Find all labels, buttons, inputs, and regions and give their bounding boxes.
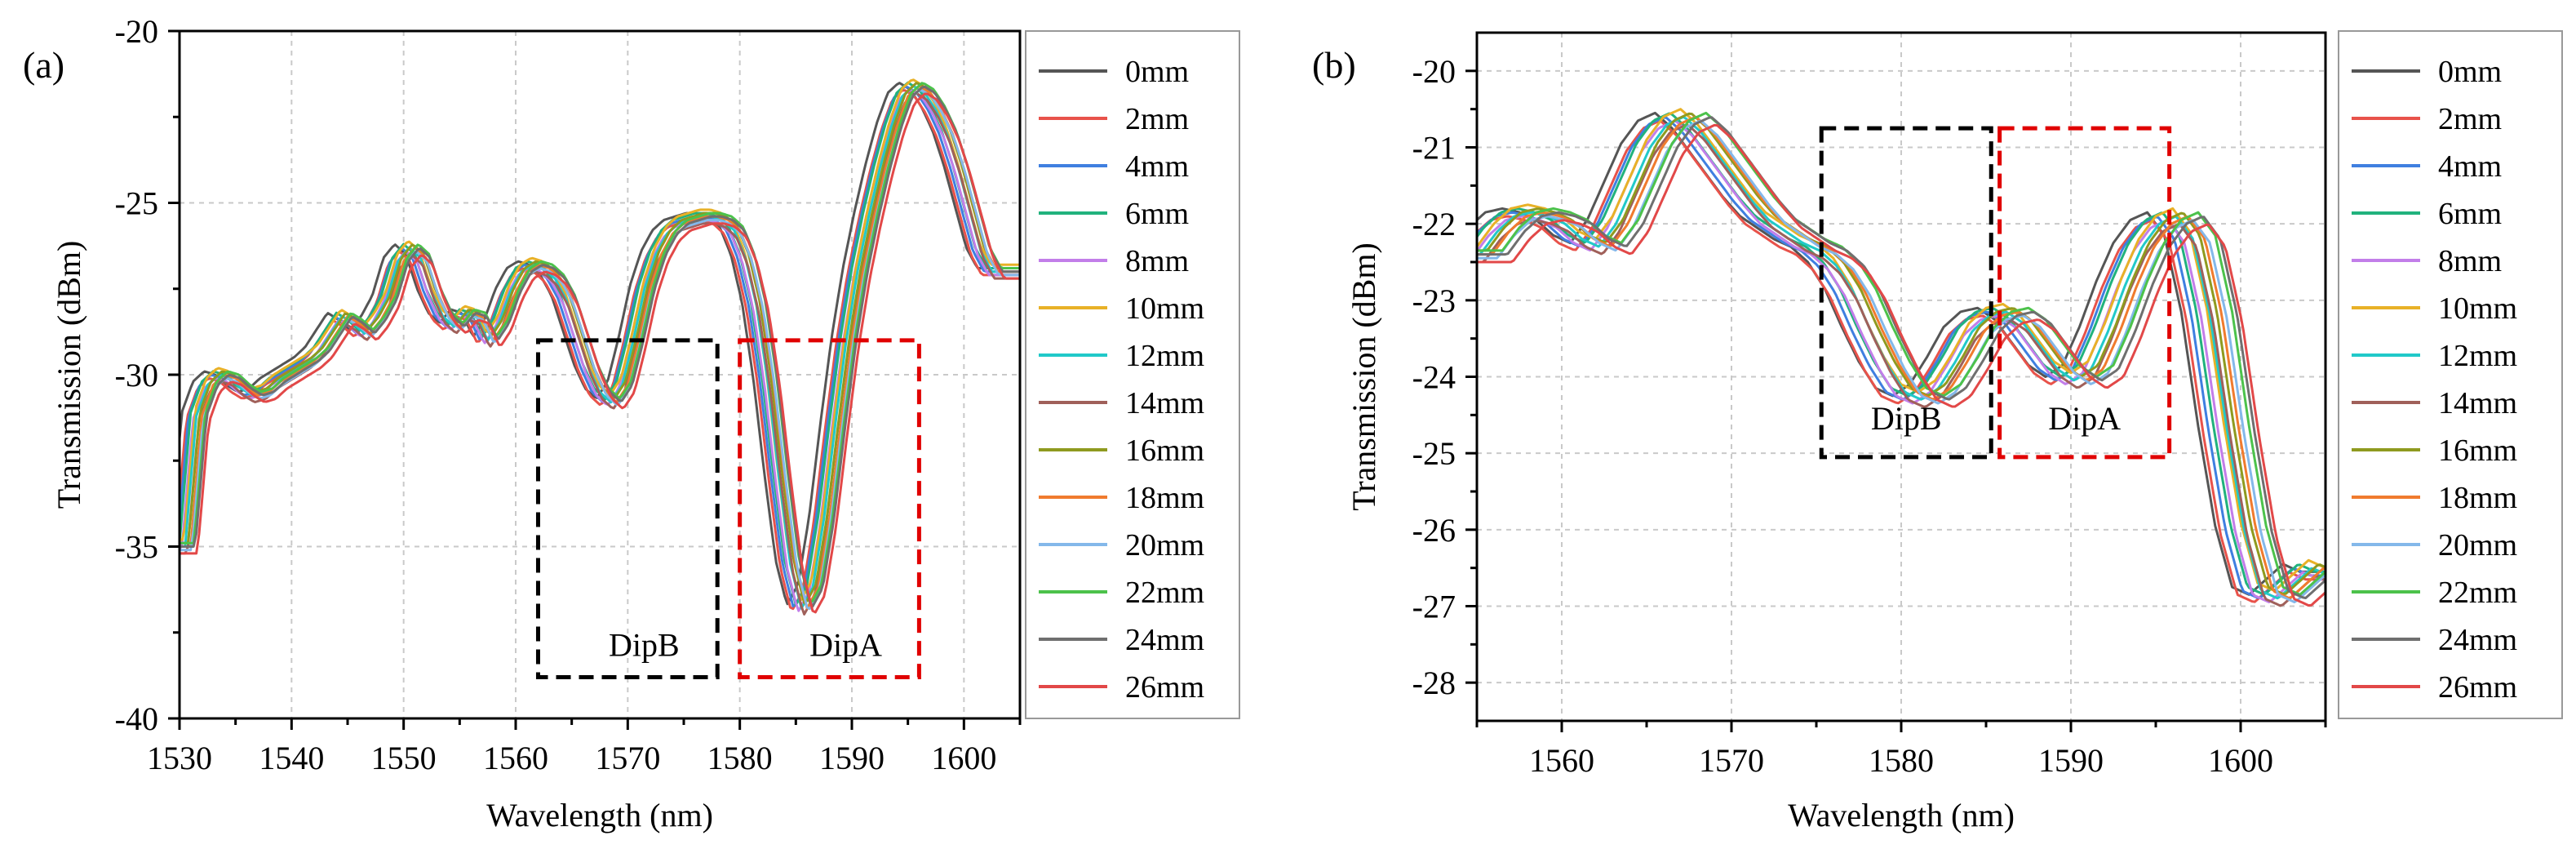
legend-label-12mm: 12mm xyxy=(2438,339,2517,373)
legend-label-20mm: 20mm xyxy=(2438,528,2517,562)
series-line-22mm xyxy=(180,82,1020,604)
legend: 0mm 2mm 4mm 6mm 8mm 10mm 12mm 14mm 16mm 18mm 20mm 2… xyxy=(1025,30,1240,719)
series-line-2mm xyxy=(1477,119,2325,603)
x-tick-label: 1590 xyxy=(2038,742,2104,779)
annotation-label-dipb: DipB xyxy=(1871,400,1942,437)
annotations: DipB DipA xyxy=(535,338,921,679)
series-lines xyxy=(1477,108,2325,607)
axis-ticks xyxy=(1465,69,2327,732)
series-line-10mm xyxy=(180,78,1020,601)
series-line-0mm xyxy=(180,82,1020,606)
legend-label-24mm: 24mm xyxy=(2438,623,2517,657)
x-tick-label: 1580 xyxy=(707,740,773,776)
panel-b: (b) DipB DipA 1560 1570 1580 1590 1600 -28 -27 -26… xyxy=(1312,30,2563,834)
x-tick-label: 1540 xyxy=(259,740,324,776)
annotation-label-dipb: DipB xyxy=(609,626,680,663)
x-tick-label: 1560 xyxy=(483,740,548,776)
legend-label-6mm: 6mm xyxy=(1125,197,1189,231)
legend-label-6mm: 6mm xyxy=(2438,197,2502,231)
panel-label: (a) xyxy=(23,44,64,86)
legend-label-10mm: 10mm xyxy=(1125,291,1204,326)
series-line-24mm xyxy=(1477,116,2325,599)
series-line-16mm xyxy=(1477,112,2325,595)
series-line-26mm xyxy=(180,92,1020,614)
y-tick-label: -30 xyxy=(115,357,158,393)
gridlines xyxy=(1477,33,2325,721)
y-axis-title: Transmission (dBm) xyxy=(1346,242,1382,511)
y-tick-label: -20 xyxy=(115,13,158,50)
legend-label-22mm: 22mm xyxy=(2438,576,2517,610)
series-line-22mm xyxy=(1477,111,2325,596)
series-line-26mm xyxy=(1477,123,2325,607)
annotation-box-dipa xyxy=(1997,126,2172,460)
y-axis-title: Transmission (dBm) xyxy=(51,241,87,509)
annotation-box-dipb xyxy=(1819,126,1993,460)
legend: 0mm 2mm 4mm 6mm 8mm 10mm 12mm 14mm 16mm 18mm 20mm 2… xyxy=(2338,30,2563,719)
y-tick-label: -26 xyxy=(1412,512,1456,549)
legend-label-0mm: 0mm xyxy=(1125,55,1189,89)
legend-label-14mm: 14mm xyxy=(2438,386,2517,420)
y-tick-label: -20 xyxy=(1412,53,1456,90)
annotation-label-dipa: DipA xyxy=(809,626,882,663)
x-tick-label: 1570 xyxy=(595,740,660,776)
series-lines xyxy=(180,78,1020,616)
panel-label: (b) xyxy=(1312,44,1356,86)
annotation-label-dipa: DipA xyxy=(2048,400,2121,437)
y-tick-label: -35 xyxy=(115,529,158,566)
x-tick-label: 1590 xyxy=(819,740,885,776)
legend-label-2mm: 2mm xyxy=(2438,102,2502,136)
legend-label-12mm: 12mm xyxy=(1125,339,1204,373)
y-tick-label: -25 xyxy=(1412,435,1456,472)
y-tick-label: -28 xyxy=(1412,665,1456,701)
legend-label-24mm: 24mm xyxy=(1125,623,1204,657)
legend-label-22mm: 22mm xyxy=(1125,576,1204,610)
x-tick-label: 1530 xyxy=(147,740,212,776)
legend-label-4mm: 4mm xyxy=(1125,149,1189,184)
series-line-6mm xyxy=(180,81,1020,607)
y-tick-label: -21 xyxy=(1412,130,1456,167)
x-tick-label: 1580 xyxy=(1869,742,1934,779)
y-tick-label: -40 xyxy=(115,700,158,737)
y-tick-label: -27 xyxy=(1412,589,1456,625)
legend-label-26mm: 26mm xyxy=(1125,670,1204,705)
x-axis-title: Wavelength (nm) xyxy=(486,797,713,834)
legend-label-18mm: 18mm xyxy=(2438,481,2517,515)
legend-label-10mm: 10mm xyxy=(2438,291,2517,326)
y-tick-label: -24 xyxy=(1412,359,1456,396)
x-tick-label: 1560 xyxy=(1529,742,1594,779)
legend-label-8mm: 8mm xyxy=(1125,244,1189,278)
annotation-box-dipa xyxy=(738,338,921,679)
legend-label-14mm: 14mm xyxy=(1125,386,1204,420)
series-line-6mm xyxy=(1477,112,2325,596)
annotation-box-dipb xyxy=(535,338,720,679)
y-tick-label: -22 xyxy=(1412,206,1456,242)
panel-a: (a) DipB DipA 1530 1540 1550 1560 1570 1580 1590 1… xyxy=(23,13,1240,834)
x-tick-label: 1600 xyxy=(2208,742,2273,779)
legend-label-16mm: 16mm xyxy=(2438,434,2517,468)
legend-box xyxy=(1025,30,1240,719)
legend-label-0mm: 0mm xyxy=(2438,55,2502,89)
legend-label-2mm: 2mm xyxy=(1125,102,1189,136)
legend-label-18mm: 18mm xyxy=(1125,481,1204,515)
legend-box xyxy=(2338,30,2563,719)
legend-label-26mm: 26mm xyxy=(2438,670,2517,705)
x-axis-title: Wavelength (nm) xyxy=(1788,797,2015,834)
series-line-14mm xyxy=(1477,123,2325,607)
series-line-16mm xyxy=(180,82,1020,604)
x-tick-label: 1570 xyxy=(1699,742,1764,779)
axis-ticks xyxy=(168,29,1022,730)
legend-label-20mm: 20mm xyxy=(1125,528,1204,562)
legend-label-4mm: 4mm xyxy=(2438,149,2502,184)
y-tick-label: -23 xyxy=(1412,282,1456,319)
x-tick-label: 1550 xyxy=(371,740,437,776)
x-tick-label: 1600 xyxy=(931,740,996,776)
legend-label-16mm: 16mm xyxy=(1125,434,1204,468)
y-tick-label: -25 xyxy=(115,185,158,222)
annotations: DipB DipA xyxy=(1819,126,2172,460)
legend-label-8mm: 8mm xyxy=(2438,244,2502,278)
